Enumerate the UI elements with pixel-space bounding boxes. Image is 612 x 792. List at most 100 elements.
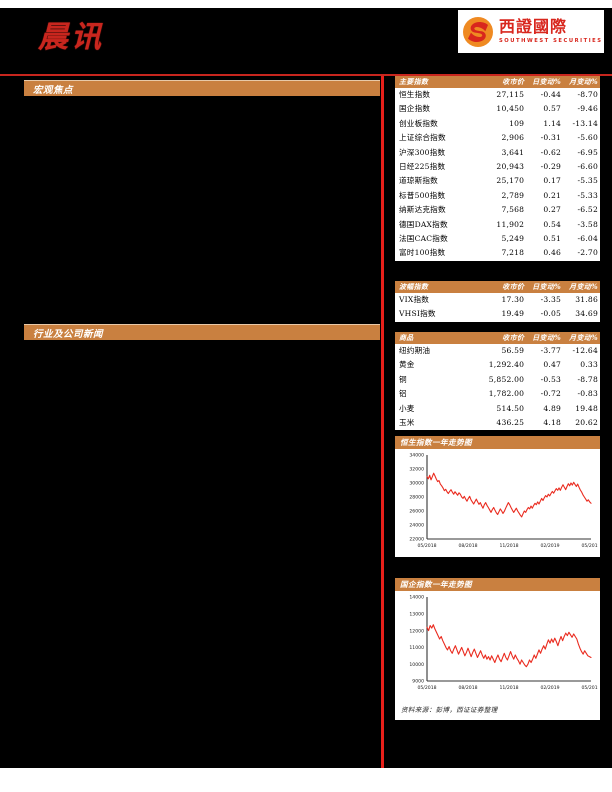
cell-close: 5,249 [501, 234, 525, 244]
cell-daily: 0.51 [543, 234, 562, 244]
cell-daily: 0.47 [543, 360, 562, 370]
col-header-close: 收市价 [485, 76, 527, 88]
table-row: 铜 5,852.00 -0.53 -8.78 [395, 373, 600, 387]
cell-name: 纽约期油 [399, 346, 431, 355]
cell-daily: -0.29 [540, 162, 562, 172]
svg-text:08/2018: 08/2018 [458, 543, 477, 549]
cell-close: 19.49 [501, 309, 525, 319]
cell-daily: 0.54 [543, 219, 562, 229]
cell-name: 国企指数 [399, 104, 431, 114]
svg-text:9000: 9000 [412, 679, 424, 685]
col-header-name: 主要指数 [395, 76, 486, 88]
cell-daily: 0.57 [543, 104, 562, 114]
table-commodities: 商品 收市价 日变动% 月变动% 纽约期油 56.59 -3.77 -12.64 黄金 1… [395, 332, 600, 431]
cell-close: 514.50 [496, 403, 525, 413]
cell-daily: 0.21 [543, 190, 562, 200]
svg-text:11/2018: 11/2018 [499, 543, 518, 549]
table-row: 纽约期油 56.59 -3.77 -12.64 [395, 344, 600, 358]
cell-monthly: 20.62 [575, 418, 598, 428]
cell-monthly: -6.60 [577, 162, 598, 172]
table-row: 法国CAC指数 5,249 0.51 -6.04 [395, 232, 600, 246]
cell-monthly: 31.86 [575, 295, 598, 304]
cell-close: 7,568 [501, 205, 525, 215]
col-header-daily: 日变动% [526, 76, 564, 88]
svg-text:10000: 10000 [409, 662, 424, 668]
cell-monthly: -3.58 [577, 219, 598, 229]
cell-monthly: -8.78 [577, 374, 598, 384]
cell-daily: -0.53 [540, 374, 562, 384]
table-row: 小麦 514.50 4.89 19.48 [395, 402, 600, 416]
cell-close: 2,906 [501, 133, 525, 143]
left-content-column: 宏观焦点 行业及公司新闻 [0, 76, 381, 768]
cell-monthly: -0.83 [577, 389, 598, 399]
table-row: VHSI指数 19.49 -0.05 34.69 [395, 307, 600, 321]
table-header-row: 波幅指数 收市价 日变动% 月变动% [395, 281, 600, 293]
table-row: 铝 1,782.00 -0.72 -0.83 [395, 387, 600, 401]
masthead-divider [0, 74, 612, 76]
cell-name: 黄金 [399, 360, 415, 370]
chart-svg-hsi: 22000 24000 26000 28000 30000 32000 34000 05/20… [409, 453, 598, 549]
company-logo: 西證國際 SOUTHWEST SECURITIES [458, 10, 604, 53]
chart-plot-hscei: 9000 10000 11000 12000 13000 14000 05/2018 08/2… [395, 591, 600, 699]
svg-text:13000: 13000 [409, 612, 424, 618]
table-row: 黄金 1,292.40 0.47 0.33 [395, 358, 600, 372]
cell-close: 5,852.00 [488, 374, 525, 384]
cell-monthly: -12.64 [572, 346, 598, 355]
table-row: 创业板指数 109 1.14 -13.14 [395, 117, 600, 131]
cell-daily: 0.27 [543, 205, 562, 215]
table-row: 标普500指数 2,789 0.21 -5.33 [395, 189, 600, 203]
col-header-daily: 日变动% [526, 281, 564, 293]
svg-text:22000: 22000 [409, 537, 424, 543]
cell-monthly: -5.33 [577, 190, 598, 200]
section-banner-macro-label: 宏观焦点 [33, 84, 74, 96]
svg-text:26000: 26000 [409, 509, 424, 515]
table-major-indices: 主要指数 收市价 日变动% 月变动% 恒生指数 27,115 -0.44 -8.70 国… [395, 76, 600, 261]
cell-name: 道琼斯指数 [399, 176, 438, 186]
col-header-monthly: 月变动% [563, 76, 600, 88]
cell-name: 铝 [399, 389, 407, 399]
cell-monthly: -13.14 [572, 118, 598, 128]
cell-name: 沪深300指数 [399, 147, 446, 157]
chart-plot-hsi: 22000 24000 26000 28000 30000 32000 34000 05/20… [395, 449, 600, 557]
table-row: 国企指数 10,450 0.57 -9.46 [395, 102, 600, 116]
table-header-row: 主要指数 收市价 日变动% 月变动% [395, 76, 600, 88]
cell-monthly: -5.35 [577, 176, 598, 186]
section-banner-industry: 行业及公司新闻 [24, 324, 380, 340]
cell-daily: -0.72 [540, 389, 562, 399]
svg-text:30000: 30000 [409, 481, 424, 487]
cell-name: 标普500指数 [399, 190, 446, 200]
cell-close: 27,115 [496, 90, 525, 99]
table-row: 玉米 436.25 4.18 20.62 [395, 416, 600, 430]
cell-monthly: 0.33 [580, 360, 598, 370]
table-header-row: 商品 收市价 日变动% 月变动% [395, 332, 600, 344]
col-header-name: 波幅指数 [395, 281, 486, 293]
cell-close: 3,641 [501, 147, 525, 157]
cell-close: 7,218 [501, 248, 525, 258]
col-header-close: 收市价 [485, 332, 527, 344]
cell-close: 1,292.40 [488, 360, 525, 370]
cell-daily: 4.89 [543, 403, 562, 413]
cell-close: 10,450 [496, 104, 525, 114]
svg-text:28000: 28000 [409, 495, 424, 501]
cell-close: 11,902 [496, 219, 525, 229]
table-row: 日经225指数 20,943 -0.29 -6.60 [395, 160, 600, 174]
panel-chart-hscei: 国企指数一年走势图 9000 10000 11000 12000 13000 14000 0… [395, 578, 600, 720]
table-row: VIX指数 17.30 -3.35 31.86 [395, 293, 600, 307]
col-header-monthly: 月变动% [563, 332, 600, 344]
cell-close: 436.25 [496, 418, 525, 428]
right-data-column: 主要指数 收市价 日变动% 月变动% 恒生指数 27,115 -0.44 -8.70 国… [384, 76, 612, 768]
section-banner-industry-label: 行业及公司新闻 [33, 328, 104, 340]
cell-name: 上证综合指数 [399, 133, 446, 143]
cell-close: 1,782.00 [488, 389, 525, 399]
table-row: 纳斯达克指数 7,568 0.27 -6.52 [395, 203, 600, 217]
cell-close: 20,943 [496, 162, 525, 172]
cell-monthly: -6.95 [577, 147, 598, 157]
cell-daily: 1.14 [543, 118, 562, 128]
cell-name: 日经225指数 [399, 162, 446, 172]
cell-monthly: -6.52 [577, 205, 598, 215]
swirl-logo-icon [462, 16, 494, 48]
svg-text:34000: 34000 [409, 453, 424, 459]
cell-monthly: -9.46 [577, 104, 598, 114]
svg-text:12000: 12000 [409, 628, 424, 634]
cell-name: 法国CAC指数 [399, 234, 448, 244]
